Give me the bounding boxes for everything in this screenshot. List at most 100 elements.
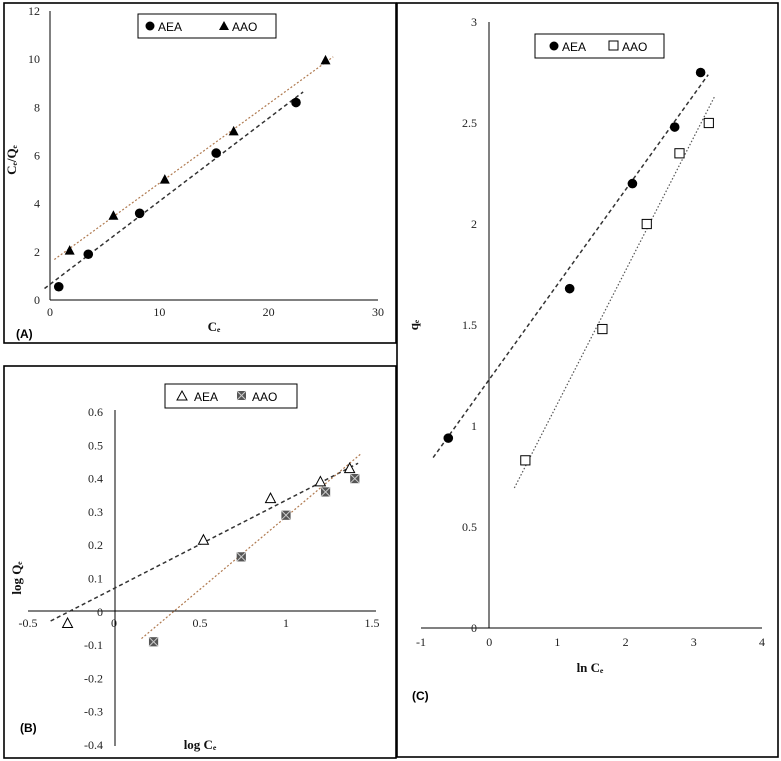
panel-b-point-aao — [236, 551, 247, 562]
panel-c-y-tick-label: 0 — [471, 621, 477, 635]
panel-c-point-aea — [443, 433, 454, 443]
panel-a-point-aea — [211, 148, 221, 158]
panel-c-point-aao — [597, 323, 608, 335]
legend-a-aea-marker — [145, 21, 155, 31]
panel-a-x-tick-label: 30 — [372, 305, 384, 319]
panel-c-x-tick-label: 1 — [554, 635, 560, 649]
panel-b-y-tick-label: -0.4 — [84, 738, 103, 752]
panel-c-point-aao — [520, 455, 531, 466]
panel-a-point-aea — [53, 281, 64, 292]
panel-b-y-tick-label: 0 — [97, 605, 103, 619]
panel-b-y-tick-label: 0.2 — [88, 538, 103, 552]
panel-b-y-tick-label: 0.6 — [88, 405, 103, 419]
panel-b-x-tick-label: 0 — [111, 616, 117, 630]
panel-a-y-tick-label: 8 — [34, 100, 40, 114]
panel-b-marks: -0.5 0 0.5 1 1.5 -0.4 -0.3 -0.2 -0.1 0 0.1 0.2 0.3 0.… — [19, 405, 380, 752]
panel-c-point-aea — [669, 122, 680, 132]
panel-b-point-aea — [314, 475, 327, 487]
panel-c-y-tick-label: 2.5 — [462, 116, 477, 130]
panel-b-frame — [3, 365, 397, 759]
panel-c-y-tick-label: 0.5 — [462, 520, 477, 534]
panel-b-x-tick-label: 1.5 — [365, 616, 380, 630]
panel-a-label: (A) — [16, 327, 33, 341]
panel-c-x-tick-label: -1 — [416, 635, 426, 649]
panel-a-point-aea — [291, 97, 301, 108]
panel-c-point-aea — [695, 67, 706, 78]
panel-c-point-aao — [641, 218, 652, 230]
legend-c-aao-marker — [608, 40, 619, 51]
legend-a-aao-label: AAO — [232, 20, 257, 34]
panel-a-point-aao — [64, 245, 75, 255]
panel-a-y-tick-label: 6 — [34, 149, 40, 163]
panel-c-x-label: ln Cₑ — [577, 660, 604, 675]
legend-a-aao-marker — [219, 21, 229, 30]
panel-a-y-label: Cₑ/Qₑ — [4, 144, 19, 174]
panel-c-marks: -1 0 1 2 3 4 0 0.5 1 1.5 2 2.5 3 — [416, 15, 765, 649]
legend-b-aao-label: AAO — [252, 390, 277, 404]
panel-a-x-tick-label: 10 — [153, 305, 165, 319]
panel-c-y-tick-label: 1 — [471, 419, 477, 433]
panel-a-point-aao — [159, 174, 170, 184]
panel-a-trendline-aea — [44, 91, 304, 290]
panel-c-point-aao — [674, 148, 685, 159]
panel-b: -0.5 0 0.5 1 1.5 -0.4 -0.3 -0.2 -0.1 0 0.1 0.2 0.3 0.… — [3, 365, 397, 759]
panel-a: 0 10 20 30 0 2 4 6 8 10 12 AEA AAO Cₑ Cₑ/Qₑ (A) — [3, 2, 397, 344]
panel-a-point-aea — [134, 208, 145, 219]
panel-c-point-aea — [564, 283, 575, 294]
panel-b-point-aea — [197, 533, 210, 545]
panel-c-x-tick-label: 0 — [486, 635, 492, 649]
legend-c-aea-label: AEA — [562, 40, 586, 54]
panel-a-point-aao — [228, 125, 239, 136]
panel-a-y-tick-label: 4 — [34, 197, 40, 211]
panel-b-point-aao — [349, 473, 360, 484]
panel-a-y-tick-label: 12 — [28, 4, 40, 18]
panel-b-point-aao — [320, 486, 331, 497]
panel-b-x-tick-label: 0.5 — [193, 616, 208, 630]
panel-a-y-tick-label: 10 — [28, 52, 40, 66]
legend-b: AEA AAO — [164, 383, 298, 409]
panel-b-y-tick-label: 0.1 — [88, 572, 103, 586]
panel-b-trendline-aea — [50, 462, 359, 622]
panel-b-x-label: log Cₑ — [184, 737, 217, 752]
panel-b-x-tick-label: -0.5 — [19, 616, 38, 630]
panel-a-marks: 0 10 20 30 0 2 4 6 8 10 12 — [28, 4, 384, 319]
panel-a-x-label: Cₑ — [208, 319, 221, 334]
legend-c: AEA AAO — [534, 33, 665, 59]
legend-a-box — [137, 13, 277, 39]
legend-b-box — [164, 383, 298, 409]
panel-c-point-aea — [627, 178, 638, 189]
panel-b-y-tick-label: 0.5 — [88, 438, 103, 452]
panel-a-point-aao — [320, 54, 331, 65]
panel-c-y-tick-label: 2 — [471, 217, 477, 231]
panel-c-x-tick-label: 2 — [623, 635, 629, 649]
legend-b-aea-label: AEA — [194, 390, 218, 404]
panel-c-y-label: qₑ — [406, 319, 421, 330]
panel-b-y-tick-label: -0.3 — [84, 705, 103, 719]
panel-b-x-tick-label: 1 — [283, 616, 289, 630]
panel-b-y-tick-label: -0.2 — [84, 671, 103, 685]
panel-b-point-aea — [61, 616, 74, 628]
panel-b-y-label: log Qₑ — [9, 561, 24, 595]
panel-a-x-tick-label: 20 — [263, 305, 275, 319]
panel-b-y-tick-label: 0.3 — [88, 505, 103, 519]
legend-b-aao-marker — [236, 390, 247, 401]
panel-b-point-aao — [281, 510, 291, 521]
panel-a-point-aea — [83, 249, 94, 260]
legend-c-aea-marker — [549, 41, 559, 51]
panel-c-y-tick-label: 3 — [471, 15, 477, 29]
panel-b-point-aea — [343, 462, 356, 474]
legend-c-aao-label: AAO — [622, 40, 647, 54]
panel-b-label: (B) — [20, 721, 37, 735]
panel-a-x-tick-label: 0 — [47, 305, 53, 319]
panel-a-frame — [3, 2, 397, 344]
panel-b-y-tick-label: 0.4 — [88, 472, 103, 486]
panel-c-trendline-aea — [432, 74, 709, 459]
panel-a-y-tick-label: 2 — [34, 245, 40, 259]
panel-b-point-aao — [148, 636, 159, 647]
legend-a-aea-label: AEA — [158, 20, 182, 34]
panel-b-y-tick-label: -0.1 — [84, 638, 103, 652]
panel-a-point-aao — [108, 210, 119, 220]
panel-c-x-tick-label: 4 — [759, 635, 765, 649]
panel-c: -1 0 1 2 3 4 0 0.5 1 1.5 2 2.5 3 AEA AAO ln Cₑ qₑ (C… — [396, 2, 779, 758]
